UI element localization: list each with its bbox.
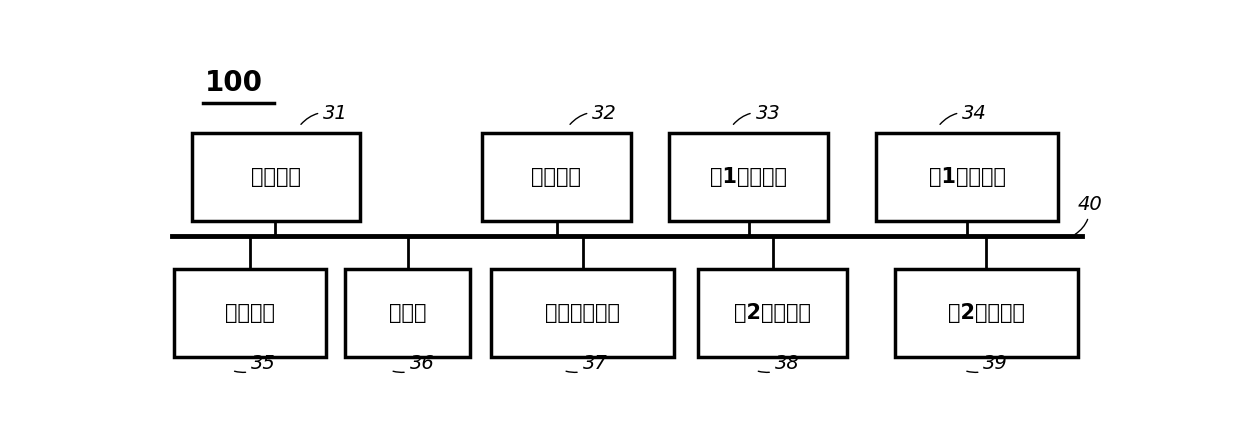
Text: 输入接口: 输入接口 — [250, 167, 300, 187]
Bar — [670, 133, 828, 221]
Bar — [345, 270, 470, 357]
Text: 40: 40 — [1075, 195, 1102, 234]
Text: 第1驱动电路: 第1驱动电路 — [711, 167, 787, 187]
Text: 37: 37 — [567, 354, 608, 373]
Text: 第2显示装置: 第2显示装置 — [947, 303, 1024, 323]
Bar — [481, 133, 631, 221]
Text: 100: 100 — [205, 69, 263, 97]
Text: 39: 39 — [967, 354, 1008, 373]
Bar — [698, 270, 847, 357]
Text: 33: 33 — [733, 104, 780, 125]
Text: 存储器: 存储器 — [389, 303, 427, 323]
Text: 32: 32 — [570, 104, 618, 125]
Text: 34: 34 — [940, 104, 987, 125]
Text: 31: 31 — [301, 104, 348, 125]
Text: 存储装置: 存储装置 — [226, 303, 275, 323]
Text: 第2驱动电路: 第2驱动电路 — [734, 303, 811, 323]
Text: 处理电路: 处理电路 — [531, 167, 582, 187]
Bar — [491, 270, 675, 357]
Text: 35: 35 — [234, 354, 275, 373]
Bar — [191, 133, 360, 221]
Text: 亮度测定装置: 亮度测定装置 — [546, 303, 620, 323]
Text: 第1显示装置: 第1显示装置 — [929, 167, 1006, 187]
Text: 38: 38 — [759, 354, 800, 373]
Bar — [174, 270, 326, 357]
Bar — [875, 133, 1058, 221]
Text: 36: 36 — [393, 354, 434, 373]
Bar — [895, 270, 1078, 357]
